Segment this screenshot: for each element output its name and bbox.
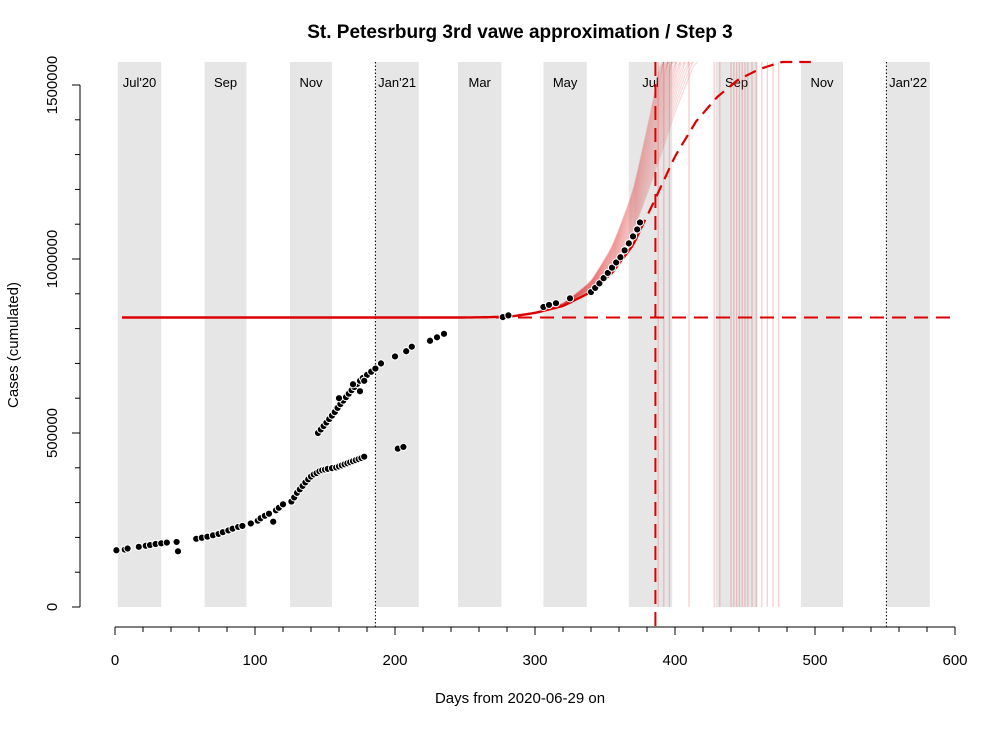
data-point bbox=[173, 547, 183, 556]
month-label: Nov bbox=[810, 75, 834, 90]
y-tick-label: 1000000 bbox=[44, 230, 61, 288]
x-tick-label: 200 bbox=[382, 652, 407, 669]
data-point bbox=[616, 253, 625, 262]
data-point bbox=[595, 279, 604, 288]
data-point bbox=[172, 537, 181, 547]
data-point bbox=[425, 336, 435, 345]
data-point bbox=[407, 342, 416, 351]
data-point bbox=[334, 394, 344, 403]
data-point bbox=[432, 333, 442, 342]
data-point bbox=[355, 387, 365, 396]
month-label: Jul'20 bbox=[123, 75, 157, 90]
data-point bbox=[162, 538, 171, 547]
x-tick-label: 100 bbox=[242, 652, 267, 669]
data-point bbox=[399, 442, 408, 452]
y-tick-label: 500000 bbox=[44, 408, 61, 458]
data-point bbox=[504, 311, 513, 320]
y-tick-label: 0 bbox=[44, 603, 61, 611]
data-point bbox=[635, 218, 645, 227]
data-point bbox=[246, 519, 255, 528]
data-point bbox=[278, 500, 288, 509]
fit-curve-projection bbox=[639, 60, 811, 232]
data-points bbox=[112, 218, 645, 556]
month-band bbox=[117, 62, 162, 607]
fit-curves bbox=[122, 60, 811, 319]
data-point bbox=[360, 452, 369, 461]
month-band bbox=[458, 62, 502, 607]
x-axis-title: Days from 2020-06-29 on bbox=[435, 690, 605, 707]
x-tick-label: 0 bbox=[111, 652, 119, 669]
month-band bbox=[886, 62, 930, 607]
fit-curve-observed bbox=[122, 230, 642, 319]
data-point bbox=[376, 359, 386, 368]
month-label: Sep bbox=[214, 75, 237, 90]
chart-title: St. Petesrburg 3rd vawe approximation / … bbox=[307, 22, 733, 43]
data-point bbox=[348, 380, 358, 389]
x-tick-label: 500 bbox=[802, 652, 827, 669]
month-band bbox=[715, 62, 758, 607]
x-tick-label: 600 bbox=[942, 652, 967, 669]
data-point bbox=[402, 347, 411, 356]
data-point bbox=[112, 546, 121, 555]
data-point bbox=[544, 300, 554, 310]
month-band bbox=[801, 62, 843, 607]
month-band bbox=[543, 62, 587, 607]
month-band bbox=[290, 62, 332, 607]
month-label: May bbox=[553, 75, 578, 90]
month-label: Mar bbox=[469, 75, 492, 90]
data-point bbox=[238, 521, 247, 531]
data-point bbox=[269, 517, 278, 526]
month-band bbox=[375, 62, 419, 607]
data-point bbox=[603, 268, 612, 278]
data-point bbox=[123, 544, 132, 553]
x-tick-label: 400 bbox=[662, 652, 687, 669]
data-point bbox=[134, 542, 143, 551]
data-point bbox=[624, 239, 633, 248]
peak-date-ensemble bbox=[657, 62, 780, 607]
data-point bbox=[439, 329, 449, 338]
x-tick-label: 300 bbox=[522, 652, 547, 669]
data-point bbox=[565, 294, 575, 303]
month-band bbox=[204, 62, 247, 607]
data-point bbox=[612, 258, 621, 267]
data-point bbox=[628, 232, 638, 241]
month-label: Nov bbox=[299, 75, 323, 90]
month-label: Jan'22 bbox=[889, 75, 927, 90]
month-band bbox=[628, 62, 673, 607]
y-tick-label: 1500000 bbox=[44, 56, 61, 114]
data-point bbox=[620, 246, 629, 255]
data-point bbox=[390, 352, 400, 361]
data-point bbox=[371, 364, 380, 373]
data-point bbox=[264, 509, 274, 518]
data-point bbox=[551, 299, 561, 308]
axes: 0 100 200 300 400 500 600 0 500000 1000000 1500000 bbox=[44, 56, 968, 669]
data-point bbox=[599, 274, 608, 283]
y-axis-title: Cases (cumulated) bbox=[5, 282, 22, 408]
data-point bbox=[607, 263, 617, 272]
data-point bbox=[360, 376, 369, 385]
data-point bbox=[633, 225, 642, 234]
month-bands: Jul'20 Sep Nov Jan'21 Mar May Jul Sep Nov Jan'22 bbox=[117, 62, 930, 607]
month-label: Jan'21 bbox=[378, 75, 416, 90]
